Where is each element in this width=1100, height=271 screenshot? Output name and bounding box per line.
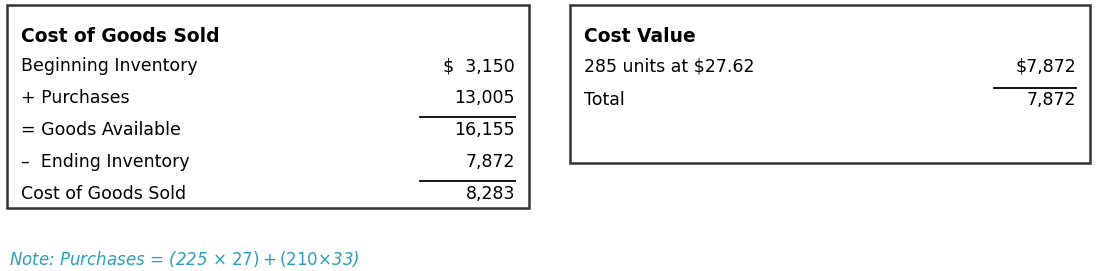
Text: + Purchases: + Purchases [21, 89, 130, 107]
Text: –  Ending Inventory: – Ending Inventory [21, 153, 189, 171]
Text: Total: Total [584, 91, 625, 109]
Text: 7,872: 7,872 [465, 153, 515, 171]
Text: = Goods Available: = Goods Available [21, 121, 180, 139]
Text: Cost of Goods Sold: Cost of Goods Sold [21, 27, 220, 46]
Text: Beginning Inventory: Beginning Inventory [21, 57, 198, 75]
Text: Cost Value: Cost Value [584, 27, 695, 46]
Text: Cost of Goods Sold: Cost of Goods Sold [21, 185, 186, 203]
Text: Note: Purchases = (225 × $27) + (210 × $33): Note: Purchases = (225 × $27) + (210 × $… [9, 249, 360, 269]
Text: $7,872: $7,872 [1015, 57, 1076, 75]
Text: $  3,150: $ 3,150 [443, 57, 515, 75]
Text: 7,872: 7,872 [1026, 91, 1076, 109]
Bar [570, 5, 1090, 163]
Text: 285 units at $27.62: 285 units at $27.62 [584, 57, 755, 75]
Text: 13,005: 13,005 [454, 89, 515, 107]
Text: 16,155: 16,155 [454, 121, 515, 139]
Bar [7, 5, 529, 208]
Text: 8,283: 8,283 [465, 185, 515, 203]
